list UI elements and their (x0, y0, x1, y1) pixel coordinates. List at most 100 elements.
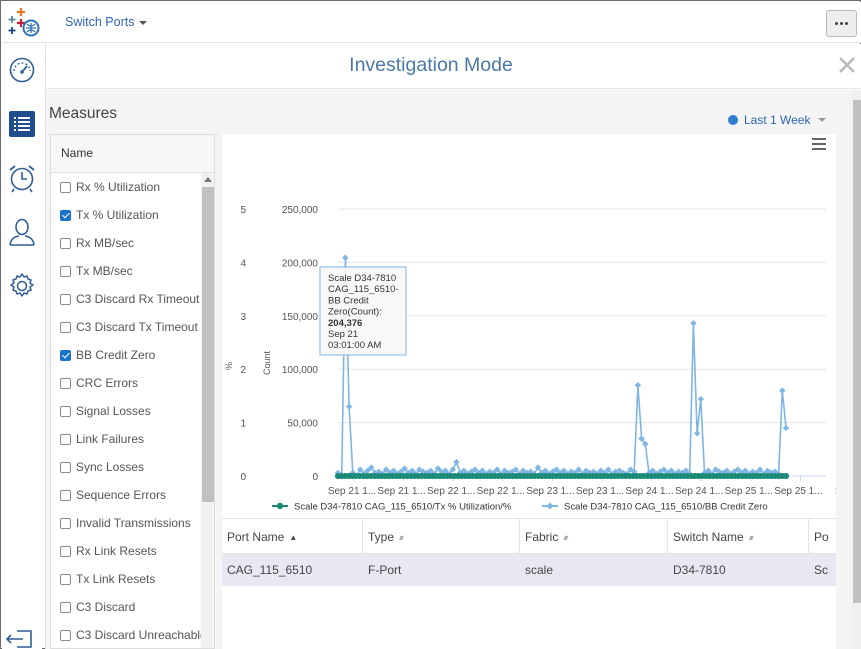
data-point (479, 467, 486, 474)
chevron-down-icon (139, 21, 148, 25)
measure-item[interactable]: C3 Discard (51, 593, 201, 621)
measure-item[interactable]: Tx Link Resets (51, 565, 201, 593)
column-header[interactable]: Fabric ▴▾ (520, 519, 668, 555)
measure-item[interactable]: Link Failures (51, 425, 201, 453)
measure-item[interactable]: Rx Link Resets (51, 537, 201, 565)
data-point (634, 382, 642, 389)
nav-dashboard[interactable] (2, 50, 42, 90)
data-point (453, 458, 460, 466)
scroll-thumb[interactable] (853, 100, 861, 603)
measure-item[interactable]: Invalid Transmissions (51, 509, 201, 537)
tooltip-line: CAG_115_6510- (328, 284, 399, 295)
measures-scrollbar[interactable] (201, 173, 214, 648)
measure-checkbox[interactable] (60, 209, 71, 221)
measure-checkbox[interactable] (60, 293, 71, 305)
measure-label: Sequence Errors (76, 488, 167, 502)
top-bar: Switch Ports (2, 2, 861, 43)
tooltip-line: Sep 21 (328, 329, 358, 340)
modal-title: Investigation Mode (349, 54, 513, 76)
measure-item[interactable]: BB Credit Zero (51, 341, 201, 369)
measure-item[interactable]: CRC Errors (51, 369, 201, 397)
dashboard-selector[interactable]: Switch Ports (65, 15, 148, 29)
measure-checkbox[interactable] (60, 573, 71, 585)
investigation-modal: Investigation Mode Measures Last 1 Week … (45, 44, 861, 649)
measure-label: Tx MB/sec (76, 264, 133, 278)
nav-settings[interactable] (2, 266, 42, 306)
right-axis-tick-label: 200,000 (282, 258, 319, 269)
column-header-label: Po (814, 530, 829, 544)
user-icon (9, 218, 35, 246)
measure-item[interactable]: Tx MB/sec (51, 257, 201, 285)
measure-item[interactable]: C3 Discard Rx Timeout (51, 285, 201, 313)
legend-label: Scale D34-7810 CAG_115_6510/BB Credit Ze… (564, 502, 768, 513)
nav-alarms[interactable] (2, 158, 42, 198)
measure-checkbox[interactable] (60, 461, 71, 473)
measure-label: Link Failures (76, 432, 145, 446)
left-nav (2, 44, 42, 649)
time-range-label: Last 1 Week (744, 113, 811, 127)
measure-checkbox[interactable] (60, 517, 71, 529)
left-axis-tick-label: 2 (240, 365, 246, 376)
column-header[interactable]: Port Name ▲ (222, 519, 363, 555)
measure-item[interactable]: Rx % Utilization (51, 173, 201, 201)
measure-item[interactable]: Rx MB/sec (51, 229, 201, 257)
measure-item[interactable]: Tx % Utilization (51, 201, 201, 229)
nav-measures[interactable] (2, 104, 42, 144)
more-options-button[interactable] (826, 10, 857, 37)
measure-checkbox[interactable] (60, 433, 71, 445)
measure-item[interactable]: Signal Losses (51, 397, 201, 425)
data-point (575, 466, 582, 473)
measure-checkbox[interactable] (60, 377, 71, 389)
measure-checkbox[interactable] (60, 265, 71, 277)
x-axis-tick-label: Sep 22 1... (427, 486, 475, 497)
measure-label: Invalid Transmissions (76, 516, 191, 530)
x-axis-tick-label: Sep 25 1... (725, 486, 773, 497)
table-cell-type: F-Port (368, 563, 402, 577)
data-point (368, 464, 375, 471)
measure-checkbox[interactable] (60, 545, 71, 557)
measure-item[interactable]: Sequence Errors (51, 481, 201, 509)
scroll-up-icon[interactable] (204, 177, 212, 182)
measure-checkbox[interactable] (60, 405, 71, 417)
measure-checkbox[interactable] (60, 629, 71, 641)
measure-checkbox[interactable] (60, 349, 71, 361)
measure-item[interactable]: C3 Discard Unreachable (51, 621, 207, 648)
measure-label: Rx Link Resets (76, 544, 157, 558)
tableau-logo-icon[interactable] (6, 6, 40, 38)
measure-checkbox[interactable] (60, 321, 71, 333)
data-point (734, 466, 742, 473)
chart-menu-button[interactable] (812, 138, 826, 150)
column-header[interactable]: Type ▴▾ (363, 519, 520, 555)
measure-checkbox[interactable] (60, 489, 71, 501)
table-cell-fabric: scale (525, 563, 554, 577)
table-cell-po: Sc (814, 563, 829, 577)
measure-checkbox[interactable] (60, 237, 71, 249)
exit-icon[interactable] (5, 627, 35, 649)
measure-label: Tx Link Resets (76, 572, 156, 586)
measure-item[interactable]: C3 Discard Tx Timeout (51, 313, 201, 341)
column-header[interactable]: Switch Name ▴▾ (668, 519, 809, 555)
measure-label: BB Credit Zero (76, 348, 156, 362)
data-point (764, 467, 771, 474)
scroll-thumb[interactable] (202, 187, 214, 502)
sort-icon: ▴▾ (563, 532, 568, 542)
nav-user[interactable] (2, 212, 42, 252)
measure-label: Sync Losses (76, 460, 145, 474)
close-icon[interactable] (836, 54, 858, 76)
measure-checkbox[interactable] (60, 601, 71, 613)
measure-item[interactable]: Sync Losses (51, 453, 201, 481)
modal-scrollbar[interactable] (852, 90, 861, 649)
time-range-selector[interactable]: Last 1 Week (728, 113, 827, 127)
ellipsis-dot (840, 22, 843, 25)
table-row[interactable]: CAG_115_6510 F-Port scale D34-7810 Sc (222, 554, 836, 586)
table-cell-switch-name: D34-7810 (673, 563, 726, 577)
right-axis-tick-label: 100,000 (282, 365, 319, 376)
measure-checkbox[interactable] (60, 181, 71, 193)
column-header[interactable]: Po (809, 519, 836, 555)
measures-column-header: Name (51, 135, 214, 173)
data-point (738, 469, 745, 476)
left-axis-tick-label: 0 (240, 472, 246, 483)
data-point (756, 466, 764, 473)
tooltip-line: BB Credit (328, 295, 369, 306)
